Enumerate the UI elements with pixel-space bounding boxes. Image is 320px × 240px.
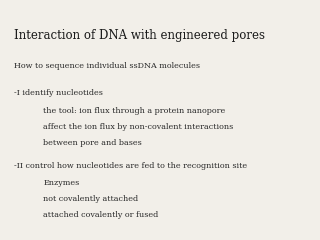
Text: Enzymes: Enzymes [43, 179, 79, 187]
Text: not covalently attached: not covalently attached [43, 195, 138, 203]
Text: -I identify nucleotides: -I identify nucleotides [14, 89, 103, 97]
Text: between pore and bases: between pore and bases [43, 139, 142, 147]
Text: the tool: ion flux through a protein nanopore: the tool: ion flux through a protein nan… [43, 107, 226, 115]
Text: attached covalently or fused: attached covalently or fused [43, 211, 158, 219]
Text: How to sequence individual ssDNA molecules: How to sequence individual ssDNA molecul… [14, 62, 200, 70]
Text: -II control how nucleotides are fed to the recognition site: -II control how nucleotides are fed to t… [14, 162, 248, 170]
Text: affect the ion flux by non-covalent interactions: affect the ion flux by non-covalent inte… [43, 123, 234, 131]
Text: Interaction of DNA with engineered pores: Interaction of DNA with engineered pores [14, 29, 265, 42]
